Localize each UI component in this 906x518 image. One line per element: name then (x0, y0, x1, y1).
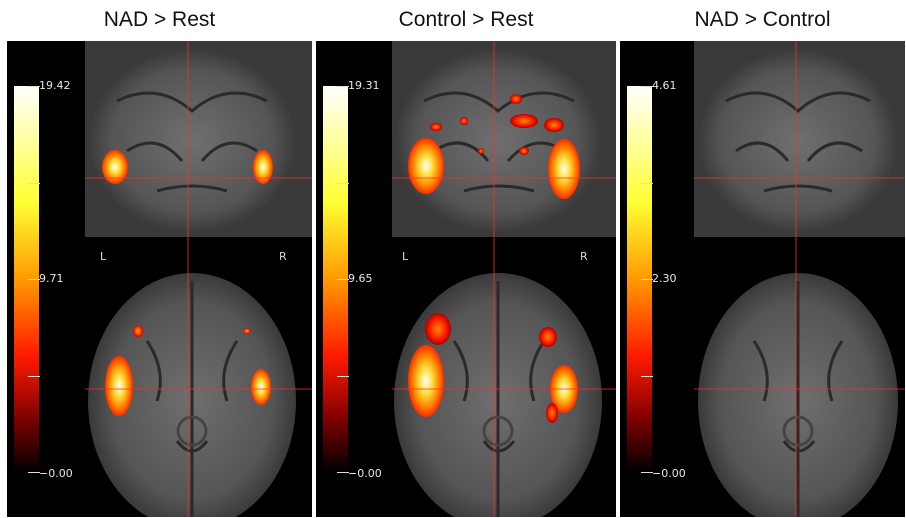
activation-right-temporal (253, 150, 273, 184)
activation-left-axial (408, 345, 444, 417)
colorbar-mid-label: 9.65 (348, 272, 373, 285)
colorbar-min-label: −0.00 (652, 467, 686, 480)
colorbar-min-label: −0.00 (348, 467, 382, 480)
activation-left-axial (105, 356, 133, 416)
brain-slices-control-rest (392, 41, 616, 517)
activation-right-frontal (539, 327, 557, 347)
colorbar-max-label: 4.61 (652, 79, 677, 92)
activation-left-temporal (102, 150, 128, 184)
orientation-right-label: R (279, 250, 287, 263)
colorbar-min-label: −0.00 (39, 467, 73, 480)
coronal-brain (88, 49, 296, 233)
brain-slices-nad-rest (85, 41, 312, 517)
colorbar-mid-label: 9.71 (39, 272, 64, 285)
panel-nad-rest: 19.42 9.71 −0.00 L R (7, 41, 312, 517)
orientation-right-label: R (580, 250, 588, 263)
activation-left-frontal (425, 313, 451, 345)
orientation-left-label: L (402, 250, 409, 263)
orientation-left-label: L (100, 250, 107, 263)
panel-title-control-rest: Control > Rest (398, 8, 534, 31)
activation-left-temporal (408, 138, 444, 194)
panel-nad-control: 4.61 2.30 −0.00 (620, 41, 905, 517)
coronal-brain (698, 49, 898, 233)
panel-title-nad-control: NAD > Control (694, 8, 831, 31)
activation-right-axial (251, 369, 271, 405)
coronal-sulci (116, 91, 268, 193)
axial-sulci (145, 281, 239, 517)
colorbar-mid-label: 2.30 (652, 272, 677, 285)
panel-title-nad-rest: NAD > Rest (103, 8, 216, 31)
colorbar-max-label: 19.42 (39, 79, 71, 92)
activation-left-frontal (133, 325, 143, 337)
activation-right-frontal (243, 328, 251, 334)
colorbar-max-label: 19.31 (348, 79, 380, 92)
activation-right-temporal (548, 139, 580, 199)
panel-control-rest: 19.31 9.65 −0.00 L R (316, 41, 616, 517)
brain-slices-nad-control (694, 41, 905, 517)
cerebellum-ring (176, 415, 208, 447)
